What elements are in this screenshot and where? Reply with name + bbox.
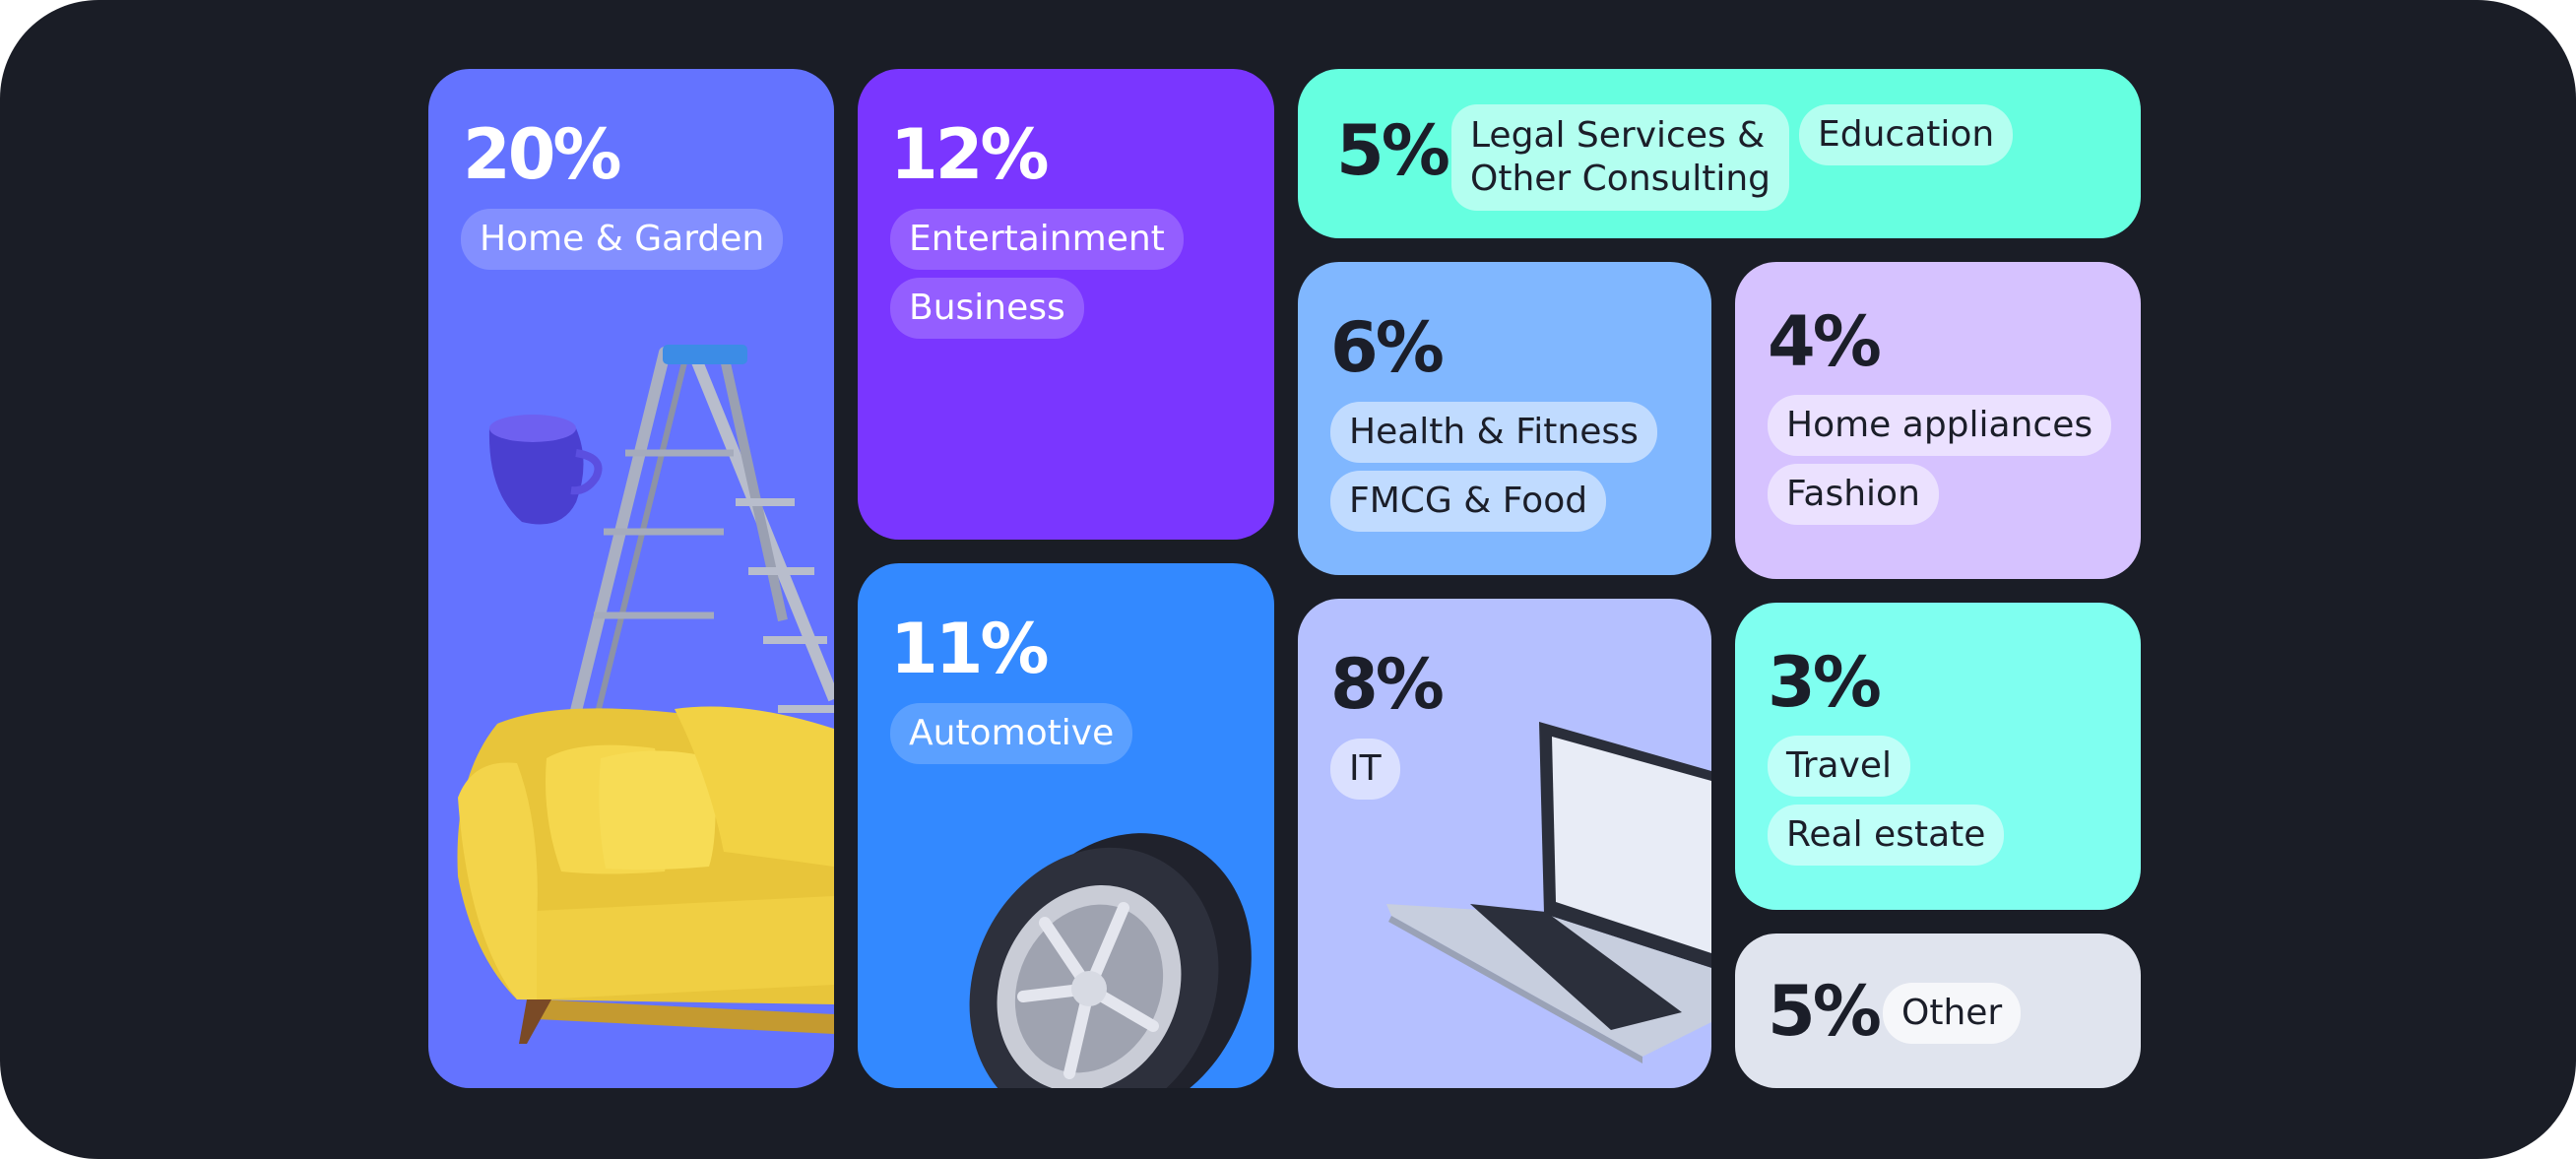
card-travel: 3% Travel Real estate <box>1735 603 2141 910</box>
card-other: 5% Other <box>1735 934 2141 1088</box>
tag-home-garden: Home & Garden <box>461 209 784 271</box>
cup-icon <box>488 415 603 525</box>
percent-value: 20% <box>463 114 622 195</box>
percent-value: 8% <box>1330 644 1445 725</box>
tag-home-appliances: Home appliances <box>1768 395 2112 457</box>
card-automotive: 11% Automotive <box>858 563 1274 1088</box>
percent-value: 5% <box>1768 971 1882 1052</box>
tire-icon <box>969 833 1252 1088</box>
laptop-illustration <box>1386 722 1711 1063</box>
card-legal-education: 5% Legal Services & Other Consulting Edu… <box>1298 69 2141 238</box>
tire-illustration <box>969 833 1252 1088</box>
card-home-appliances: 4% Home appliances Fashion <box>1735 262 2141 579</box>
percent-value: 12% <box>890 114 1050 195</box>
card-health-fitness: 6% Health & Fitness FMCG & Food <box>1298 262 1711 575</box>
tag-entertainment: Entertainment <box>890 209 1184 271</box>
tag-fashion: Fashion <box>1768 464 1939 526</box>
tag-travel: Travel <box>1768 736 1911 798</box>
percent-value: 4% <box>1768 301 1882 382</box>
laptop-icon <box>1386 722 1711 1063</box>
tag-other: Other <box>1883 983 2022 1045</box>
tag-automotive: Automotive <box>890 703 1133 765</box>
tag-real-estate: Real estate <box>1768 805 2005 867</box>
percent-value: 5% <box>1336 110 1450 191</box>
tag-it: IT <box>1330 739 1400 801</box>
card-it: 8% IT <box>1298 599 1711 1088</box>
tag-business: Business <box>890 278 1084 340</box>
tag-health-fitness: Health & Fitness <box>1330 402 1657 464</box>
tag-fmcg-food: FMCG & Food <box>1330 471 1607 533</box>
percent-value: 11% <box>890 609 1050 689</box>
percent-value: 6% <box>1330 307 1445 388</box>
card-entertainment: 12% Entertainment Business <box>858 69 1274 540</box>
card-home-garden: 20% Home & Garden <box>428 69 834 1088</box>
tag-legal-services: Legal Services & Other Consulting <box>1451 104 1789 211</box>
percent-value: 3% <box>1768 642 1882 723</box>
tag-education: Education <box>1799 104 2014 166</box>
sofa-icon <box>457 706 834 1044</box>
sofa-ladder-cup-illustration <box>457 345 834 1044</box>
ladder-icon <box>568 345 834 725</box>
